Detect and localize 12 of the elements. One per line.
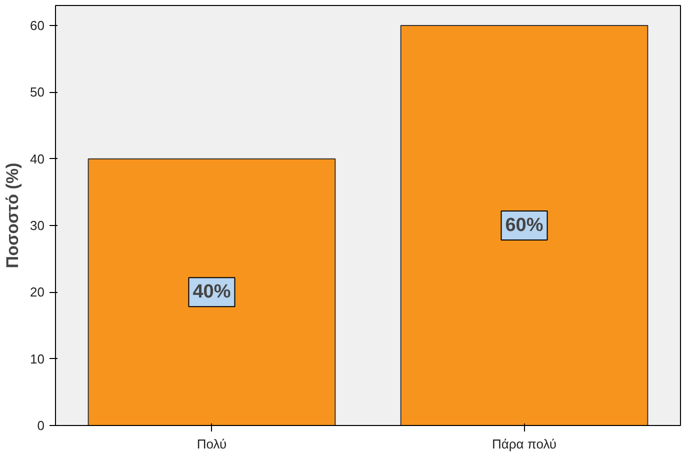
y-tick-label: 40 [30,151,45,166]
y-axis-title: Ποσοστό (%) [3,162,22,268]
x-tick-label: Πολύ [196,436,227,452]
data-label: 60% [505,215,544,236]
y-tick-label: 10 [30,351,45,366]
data-label: 40% [192,282,231,303]
y-tick-label: 20 [30,284,45,300]
y-tick-label: 30 [30,218,45,233]
y-tick-label: 60 [30,18,45,33]
x-tick-label: Πάρα πολύ [492,436,557,452]
y-tick-label: 0 [37,418,45,433]
y-tick-label: 50 [30,84,45,100]
